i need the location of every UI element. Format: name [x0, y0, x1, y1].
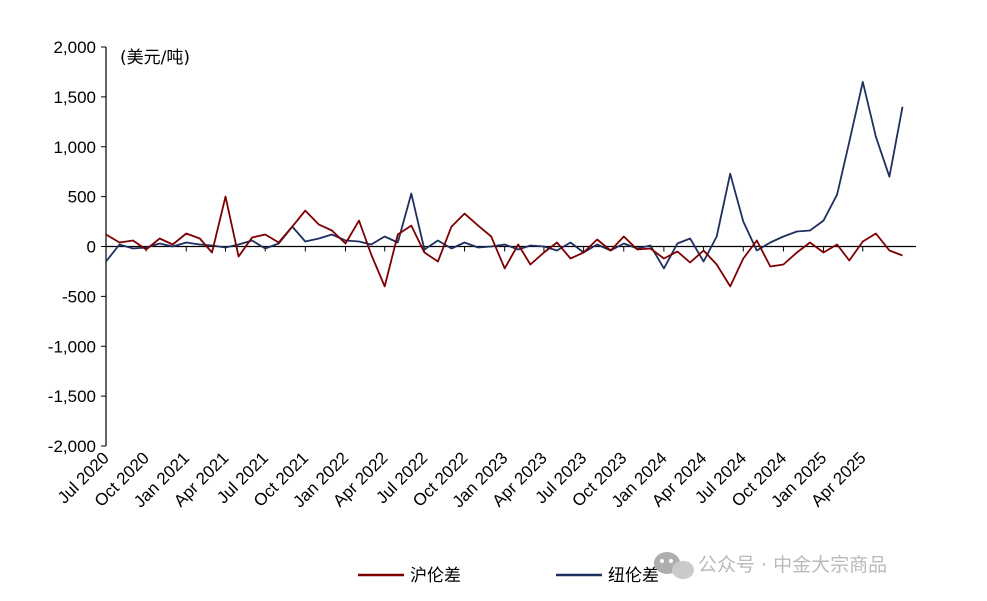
y-tick-label: 0	[87, 238, 96, 257]
y-tick-label: 1,000	[53, 138, 96, 157]
chart-axes: 2,000 1,500 1,000 500 0 -500 -1,000 -1,500 -2,00…	[48, 38, 916, 511]
y-tick-label: -2,000	[48, 437, 96, 456]
y-axis-unit-label: (美元/吨)	[120, 48, 190, 68]
chat-bubble-icon	[654, 552, 694, 579]
legend-item: 沪伦差	[358, 566, 461, 586]
watermark-text: 公众号 · 中金大宗商品	[698, 554, 887, 576]
y-tick-label: 500	[68, 188, 96, 207]
y-tick-label: -500	[62, 287, 96, 306]
legend-item: 纽伦差	[556, 566, 659, 586]
watermark: 公众号 · 中金大宗商品	[654, 552, 887, 579]
chart-legend: 沪伦差 纽伦差	[358, 566, 659, 586]
y-tick-label: -1,000	[48, 337, 96, 356]
y-tick-label: 2,000	[53, 38, 96, 57]
series-layer	[105, 81, 904, 288]
series-line-hulun	[105, 195, 903, 288]
legend-label: 纽伦差	[608, 566, 659, 586]
legend-label: 沪伦差	[410, 566, 461, 586]
y-tick-label: -1,500	[48, 387, 96, 406]
series-line-niulun	[105, 81, 904, 270]
y-tick-label: 1,500	[53, 88, 96, 107]
